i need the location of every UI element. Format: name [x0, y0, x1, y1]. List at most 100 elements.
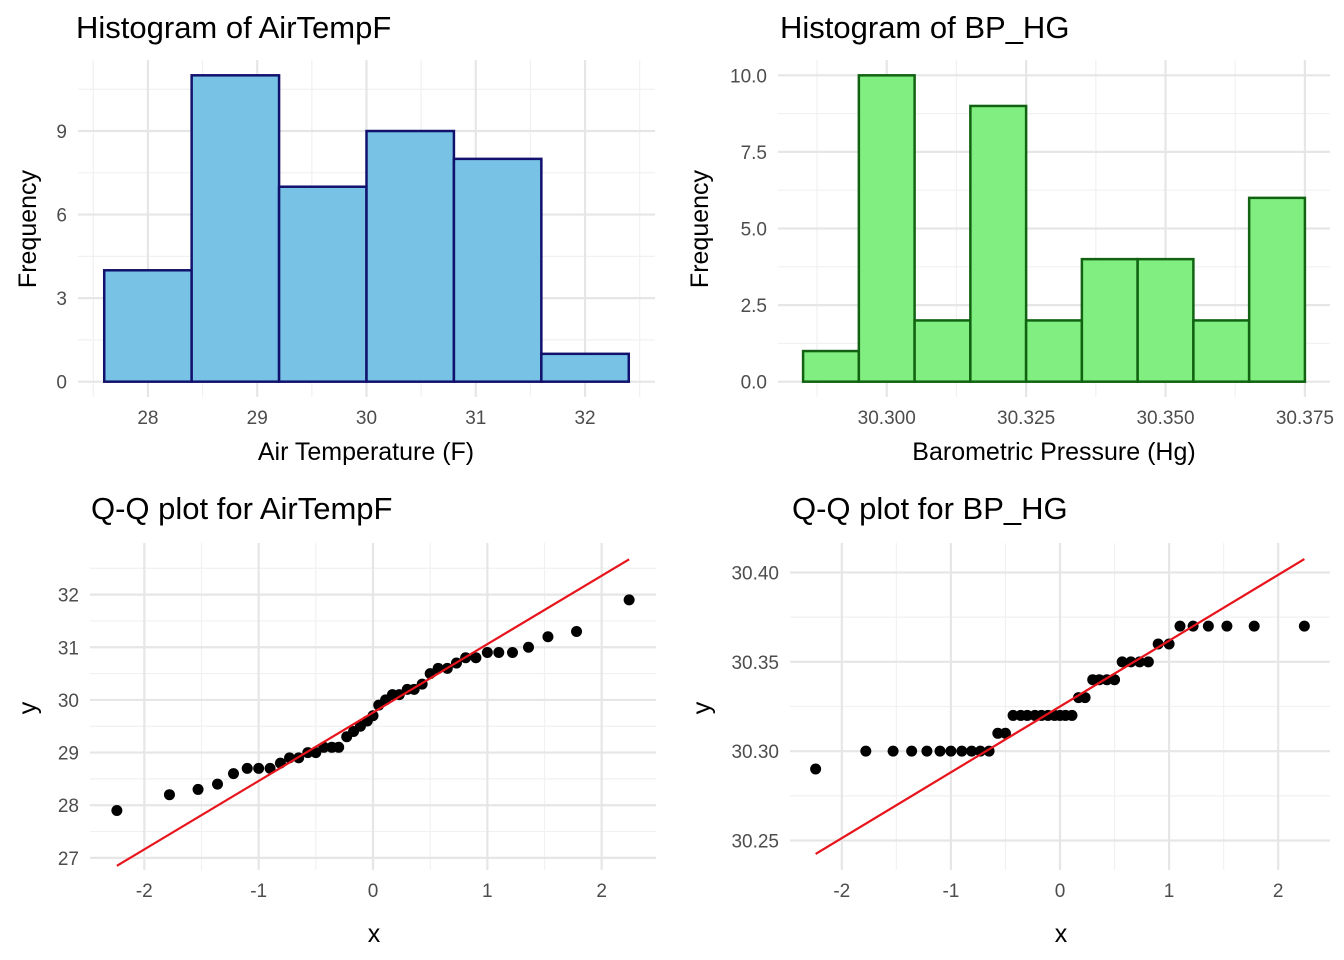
x-tick-label: 2	[596, 881, 607, 902]
histogram-bar	[190, 74, 281, 383]
y-axis-title: Frequency	[14, 169, 42, 288]
y-tick-label: 9	[56, 122, 67, 143]
histogram-bar	[969, 104, 1028, 383]
x-tick-label: 29	[247, 408, 268, 429]
tick-labels: 30.300 30.325 30.350 30.375 0.0 2.5 5.0 7.5 10.0	[730, 66, 1334, 429]
panel-qq-bp: -2 -1 0 1 2 30.25 30.30 30.35 30.40 Q-Q plot for…	[688, 491, 1330, 948]
qq-point	[481, 647, 493, 659]
x-tick-label: 1	[1164, 881, 1175, 902]
x-tick-label: 30.375	[1276, 408, 1334, 429]
x-tick-label: -2	[136, 881, 153, 902]
qq-point	[163, 789, 175, 801]
qq-point	[999, 727, 1011, 739]
chart-title: Histogram of AirTempF	[76, 10, 391, 45]
qq-point	[542, 631, 554, 643]
y-tick-label: 28	[58, 796, 79, 817]
qq-point	[1116, 656, 1128, 668]
y-tick-label: 30.35	[731, 653, 779, 674]
qq-point	[934, 745, 946, 757]
tick-labels: 28 29 30 31 32 0 3 6 9	[56, 122, 595, 429]
qq-point	[956, 745, 968, 757]
qq-point	[470, 652, 482, 664]
y-axis-title: y	[14, 701, 42, 714]
qq-point	[1079, 692, 1091, 704]
x-tick-label: -1	[942, 881, 959, 902]
qq-point	[1109, 674, 1121, 686]
qq-reference-line	[116, 558, 630, 867]
qq-point	[1093, 674, 1105, 686]
qq-point	[523, 641, 535, 653]
qq-point	[1248, 620, 1260, 632]
qq-point	[264, 762, 276, 774]
histogram-bar	[365, 129, 456, 383]
y-tick-label: 6	[56, 206, 67, 227]
histogram-bar	[277, 185, 368, 383]
qq-point	[571, 625, 583, 637]
chart-title: Histogram of BP_HG	[780, 10, 1069, 45]
histogram-bars	[102, 74, 631, 383]
y-axis-title: Frequency	[686, 169, 714, 288]
qq-point	[192, 783, 204, 795]
x-tick-label: 0	[368, 881, 379, 902]
x-tick-label: 32	[574, 408, 595, 429]
histogram-bar	[1247, 196, 1307, 383]
y-tick-label: 2.5	[741, 296, 767, 317]
y-tick-label: 30	[58, 691, 79, 712]
qq-point	[945, 745, 957, 757]
qq-point	[1202, 620, 1214, 632]
y-tick-label: 30.30	[731, 742, 779, 763]
y-tick-label: 31	[58, 638, 79, 659]
histogram-bar	[1080, 257, 1139, 383]
qq-point	[1298, 620, 1310, 632]
tick-labels: -2 -1 0 1 2 27 28 29 30 31 32	[58, 586, 607, 902]
chart-title: Q-Q plot for BP_HG	[792, 491, 1068, 526]
x-tick-label: 30.300	[858, 408, 916, 429]
qq-reference-line	[815, 558, 1305, 855]
panel-hist-bp: 30.300 30.325 30.350 30.375 0.0 2.5 5.0 7.5 10.0…	[686, 10, 1334, 466]
y-tick-label: 3	[56, 289, 67, 310]
chart-title: Q-Q plot for AirTempF	[91, 491, 392, 526]
qq-point	[333, 741, 345, 753]
qq-point	[1142, 656, 1154, 668]
gridlines	[90, 543, 656, 870]
x-tick-label: 28	[137, 408, 158, 429]
qq-marks	[810, 558, 1310, 855]
qq-point	[1007, 709, 1019, 721]
qq-point	[493, 647, 505, 659]
y-tick-label: 0	[56, 373, 67, 394]
histogram-bar	[102, 269, 193, 383]
qq-point	[921, 745, 933, 757]
y-tick-label: 0.0	[741, 373, 767, 394]
qq-point	[310, 747, 322, 759]
x-tick-label: 30	[356, 408, 377, 429]
x-tick-label: 0	[1055, 881, 1066, 902]
x-tick-label: -2	[833, 881, 850, 902]
qq-point	[1066, 709, 1078, 721]
y-tick-label: 10.0	[730, 66, 767, 87]
qq-point	[860, 745, 872, 757]
histogram-bar	[801, 349, 861, 383]
qq-point	[241, 762, 253, 774]
x-axis-title: x	[368, 920, 381, 948]
y-tick-label: 30.25	[731, 832, 779, 853]
qq-point	[111, 804, 123, 816]
x-tick-label: 31	[465, 408, 486, 429]
y-tick-label: 32	[58, 586, 79, 607]
histogram-bar	[913, 319, 972, 383]
x-axis-title: x	[1055, 920, 1068, 948]
x-tick-label: 2	[1273, 881, 1284, 902]
qq-point	[906, 745, 918, 757]
x-tick-label: 1	[482, 881, 493, 902]
qq-point	[228, 768, 240, 780]
histogram-bar	[857, 74, 916, 383]
qq-point	[623, 594, 635, 606]
y-axis-title: y	[688, 701, 716, 714]
qq-point	[1174, 620, 1186, 632]
qq-point	[253, 762, 265, 774]
histogram-bar	[1024, 319, 1084, 383]
qq-point	[1221, 620, 1233, 632]
x-axis-title: Air Temperature (F)	[258, 438, 474, 466]
y-tick-label: 30.40	[731, 563, 779, 584]
histogram-bar	[1192, 319, 1251, 383]
